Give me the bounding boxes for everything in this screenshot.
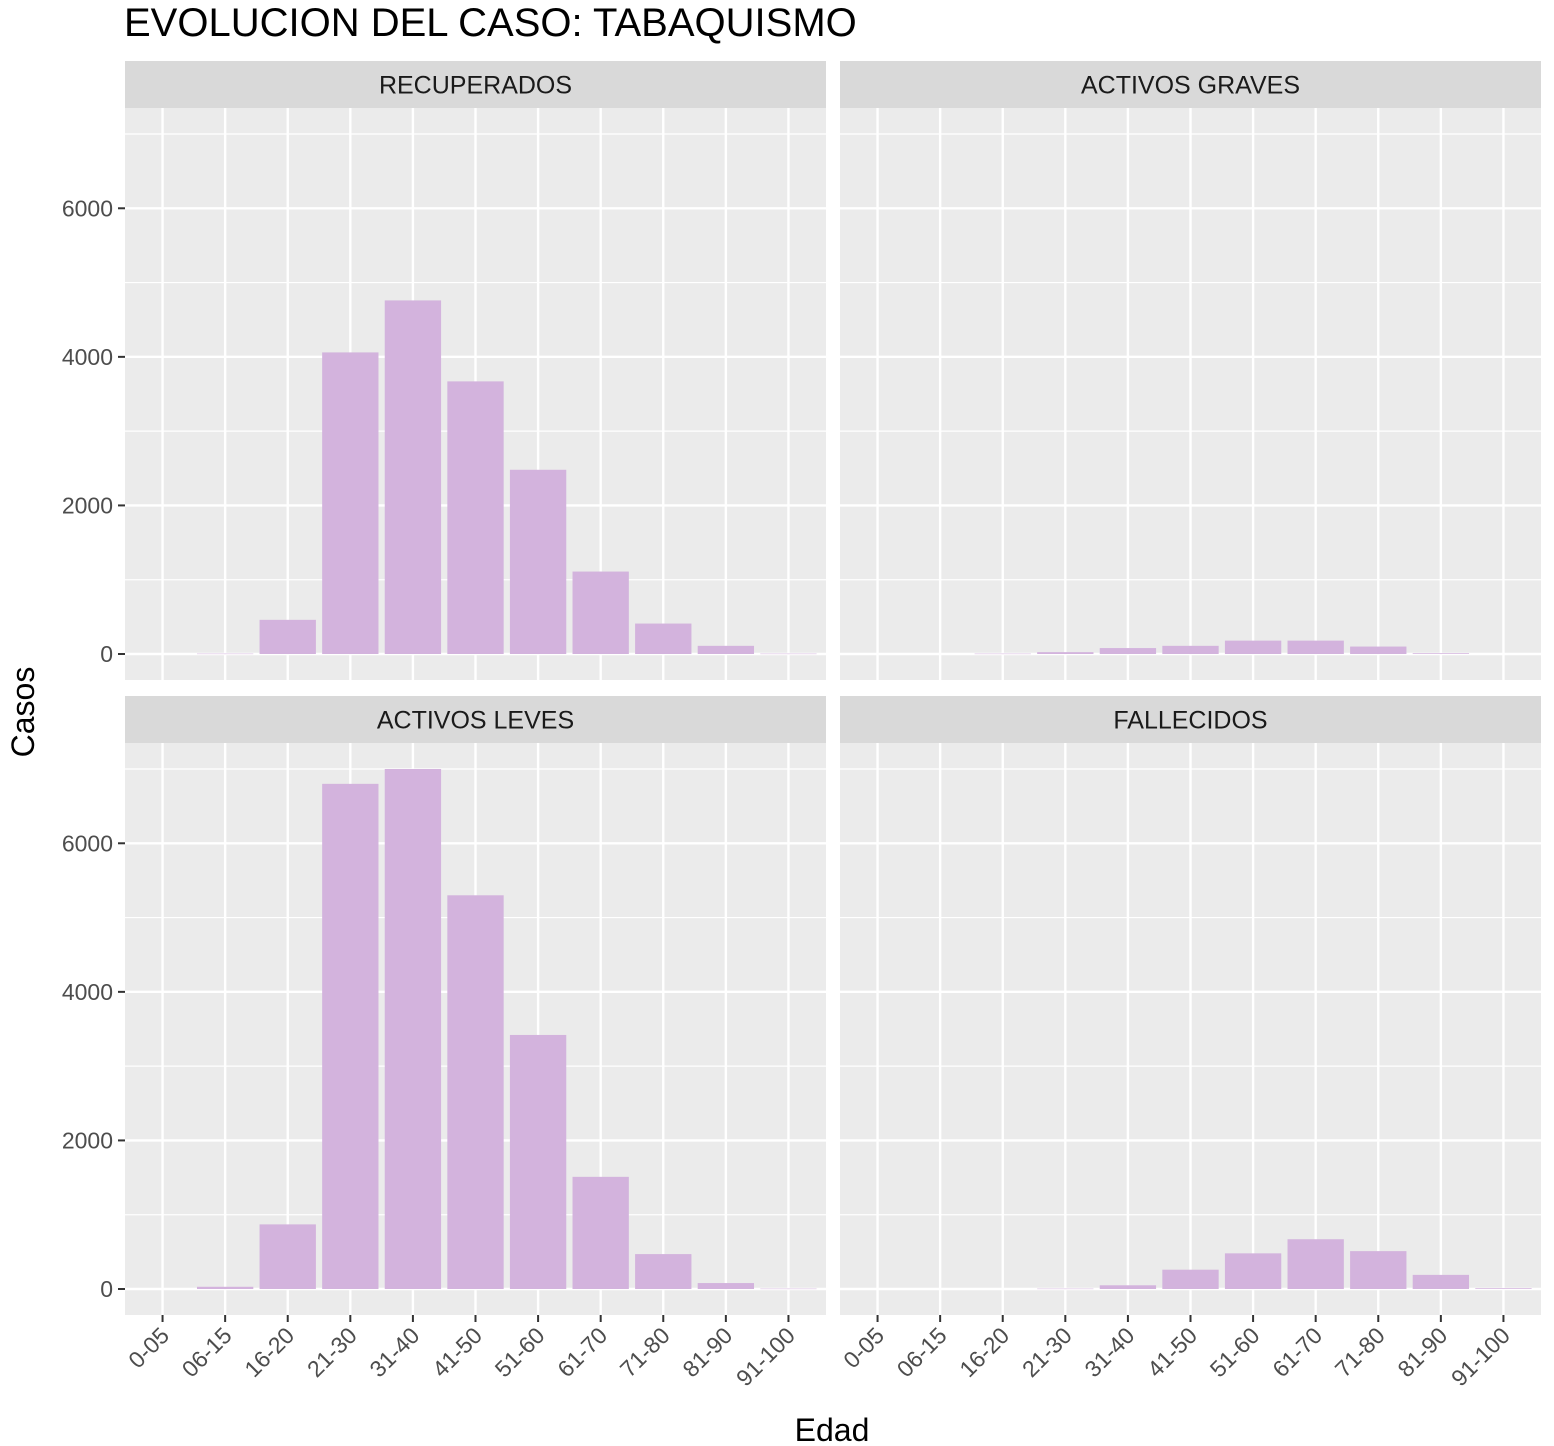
facet-strip [840,61,1541,108]
bar-activos-leves-61-70 [572,1176,629,1289]
y-axis-title: Casos [5,667,41,758]
facet-panels: RECUPERADOS 0 2000 4000 6000 ACTIVOS GRAVES AC… [62,61,1541,1391]
bar-recuperados-31-40 [384,300,442,654]
facet-activos-graves: ACTIVOS GRAVES [840,61,1541,680]
bar-activos-graves-31-40 [1099,648,1157,654]
x-tick-label: 41-50 [1142,1322,1202,1382]
y-tick-label: 4000 [62,979,113,1005]
x-tick-label: 71-80 [615,1322,675,1382]
bar-activos-leves-81-90 [697,1283,755,1289]
bar-fallecidos-31-40 [1099,1285,1157,1289]
x-tick-label: 41-50 [427,1322,487,1382]
bar-activos-leves-16-20 [259,1224,316,1289]
x-tick-label: 16-20 [954,1322,1014,1382]
x-tick-label: 21-30 [1017,1322,1077,1382]
bar-fallecidos-81-90 [1412,1274,1470,1289]
x-tick-label: 71-80 [1330,1322,1390,1382]
x-tick-label: 91-100 [731,1322,800,1391]
x-tick-label: 21-30 [302,1322,362,1382]
bar-activos-leves-91-100 [760,1288,817,1290]
bar-activos-leves-71-80 [635,1254,692,1289]
x-tick-label: 16-20 [239,1322,299,1382]
x-tick-label: 81-90 [1392,1322,1452,1382]
bar-activos-graves-71-80 [1350,646,1407,654]
facet-strip [840,696,1541,743]
bar-recuperados-21-30 [322,352,379,654]
x-tick-label: 51-60 [1205,1322,1265,1382]
bar-activos-graves-21-30 [1037,652,1094,654]
x-tick-label: 0-05 [123,1322,174,1373]
bar-recuperados-81-90 [697,645,755,654]
x-tick-label: 51-60 [490,1322,550,1382]
bar-recuperados-41-50 [447,381,504,654]
x-tick-label: 31-40 [364,1322,424,1382]
facet-strip-label: RECUPERADOS [379,72,572,100]
bar-fallecidos-61-70 [1287,1239,1344,1289]
x-tick-label: 61-70 [1267,1322,1327,1382]
bar-recuperados-71-80 [635,623,692,654]
bar-fallecidos-41-50 [1162,1269,1219,1289]
x-tick-label: 81-90 [677,1322,737,1382]
bar-recuperados-61-70 [572,571,629,654]
bar-fallecidos-71-80 [1350,1251,1407,1289]
facet-strip-label: FALLECIDOS [1113,707,1267,735]
bar-activos-leves-41-50 [447,895,504,1289]
x-tick-label: 0-05 [838,1322,889,1373]
y-tick-label: 0 [100,641,113,667]
x-tick-label: 61-70 [552,1322,612,1382]
bar-activos-leves-21-30 [322,783,379,1289]
facet-strip [125,61,826,108]
bar-recuperados-16-20 [259,619,316,654]
y-tick-label: 2000 [62,492,113,518]
bar-activos-graves-51-60 [1224,640,1282,654]
bar-recuperados-06-15 [196,653,254,655]
bar-fallecidos-91-100 [1475,1288,1532,1289]
facet-strip [125,696,826,743]
bar-recuperados-51-60 [509,469,567,654]
facet-strip-label: ACTIVOS LEVES [377,707,574,735]
y-tick-label: 4000 [62,344,113,370]
bar-activos-graves-41-50 [1162,645,1219,654]
bar-recuperados-91-100 [760,653,817,655]
y-tick-label: 0 [100,1276,113,1302]
y-tick-label: 6000 [62,195,113,221]
bar-activos-leves-06-15 [196,1286,254,1289]
x-tick-label: 06-15 [177,1322,237,1382]
bar-activos-graves-81-90 [1412,653,1470,654]
facet-activos-leves: ACTIVOS LEVES 0 2000 4000 6000 0-05 06-15 16-20… [62,696,826,1391]
bar-activos-leves-31-40 [384,769,442,1289]
bar-activos-graves-61-70 [1287,640,1344,654]
y-tick-label: 2000 [62,1127,113,1153]
y-tick-label: 6000 [62,830,113,856]
facet-strip-label: ACTIVOS GRAVES [1081,72,1300,100]
facet-fallecidos: FALLECIDOS 0-05 06-15 16-20 21-30 31-40 41-50 5… [838,696,1541,1391]
facet-recuperados: RECUPERADOS 0 2000 4000 6000 [62,61,826,680]
x-tick-label: 91-100 [1446,1322,1515,1391]
x-tick-label: 06-15 [892,1322,952,1382]
bar-activos-graves-16-20 [974,653,1031,655]
chart-title: EVOLUCION DEL CASO: TABAQUISMO [124,1,857,45]
x-tick-label: 31-40 [1079,1322,1139,1382]
bar-activos-leves-51-60 [509,1034,567,1289]
bar-fallecidos-21-30 [1037,1288,1094,1290]
bar-fallecidos-51-60 [1224,1253,1282,1289]
x-axis-title: Edad [795,1412,870,1446]
